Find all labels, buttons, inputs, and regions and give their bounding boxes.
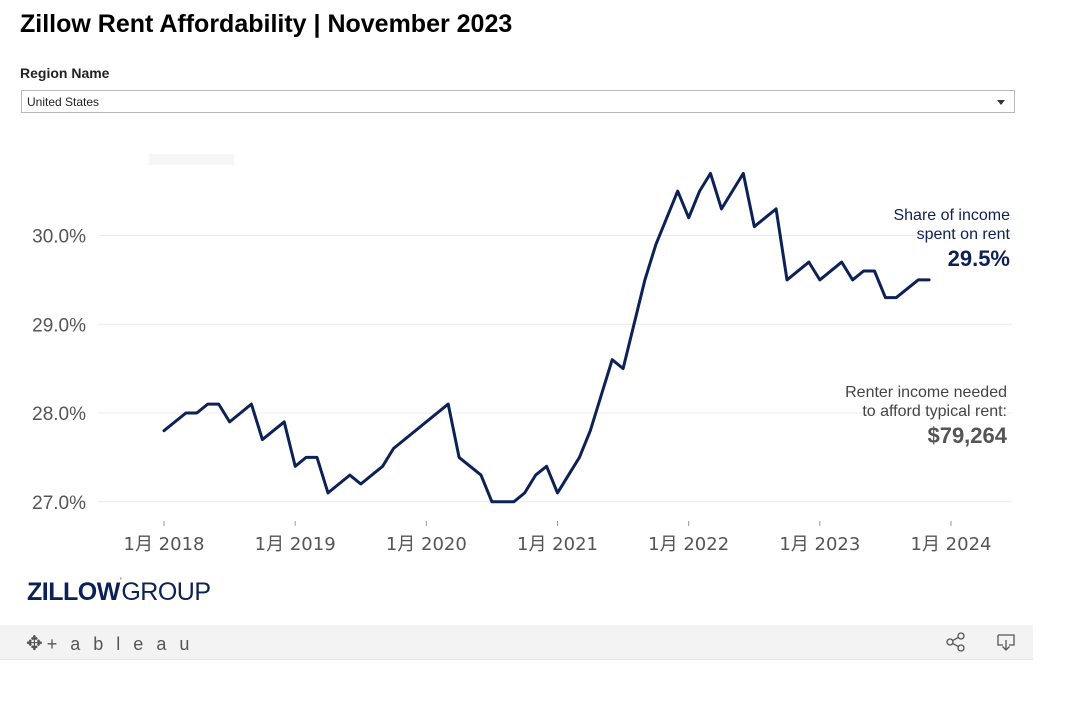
- region-dropdown-value: United States: [27, 95, 100, 109]
- region-filter-label: Region Name: [20, 65, 110, 81]
- download-icon[interactable]: [995, 631, 1017, 653]
- y-tick-label-3: 30.0%: [32, 227, 86, 248]
- share-label-line-1: Share of income: [893, 207, 1010, 224]
- page-title: Zillow Rent Affordability | November 202…: [20, 10, 513, 38]
- x-tick-label-4: 1月 2022: [648, 534, 729, 555]
- chevron-down-icon[interactable]: [997, 100, 1005, 105]
- y-tick-label-2: 29.0%: [32, 315, 86, 336]
- x-tick-label-0: 1月 2018: [124, 534, 205, 555]
- share-of-income-annotation: Share of income spent on rent 29.5%: [893, 206, 1010, 274]
- income-label-line-1: Renter income needed: [845, 384, 1007, 401]
- logo-bold-text: ZILLOW: [27, 578, 120, 606]
- x-tick-label-1: 1月 2019: [255, 534, 336, 555]
- x-tick-label-5: 1月 2023: [779, 534, 860, 555]
- tableau-logo[interactable]: ✥ + a b l e a u: [26, 631, 193, 656]
- tableau-logo-text: + a b l e a u: [46, 634, 194, 654]
- zillow-group-logo: ZILLOW’GROUP: [27, 576, 211, 606]
- affordability-line-chart: 27.0% 28.0% 29.0% 30.0% 1月 2018 1月 2019 1月 202…: [32, 171, 1012, 555]
- series-line-0[interactable]: [162, 171, 931, 504]
- logo-light-text: GROUP: [121, 578, 211, 606]
- x-tick-label-3: 1月 2021: [517, 534, 598, 555]
- x-tick-label-2: 1月 2020: [386, 534, 467, 555]
- tableau-logo-icon: ✥: [26, 633, 43, 655]
- income-label-line-2: to afford typical rent:: [862, 403, 1007, 420]
- y-tick-label-0: 27.0%: [32, 493, 86, 514]
- chart-placeholder-box: [149, 154, 234, 165]
- renter-income-annotation: Renter income needed to afford typical r…: [845, 383, 1007, 451]
- share-label-line-2: spent on rent: [916, 226, 1010, 243]
- income-value: $79,264: [927, 423, 1007, 448]
- region-dropdown[interactable]: United States: [21, 90, 1015, 113]
- share-value: 29.5%: [947, 246, 1010, 271]
- tableau-toolbar: ✥ + a b l e a u: [0, 625, 1033, 660]
- x-tick-label-6: 1月 2024: [911, 534, 992, 555]
- share-icon[interactable]: [945, 631, 967, 653]
- y-tick-label-1: 28.0%: [32, 404, 86, 425]
